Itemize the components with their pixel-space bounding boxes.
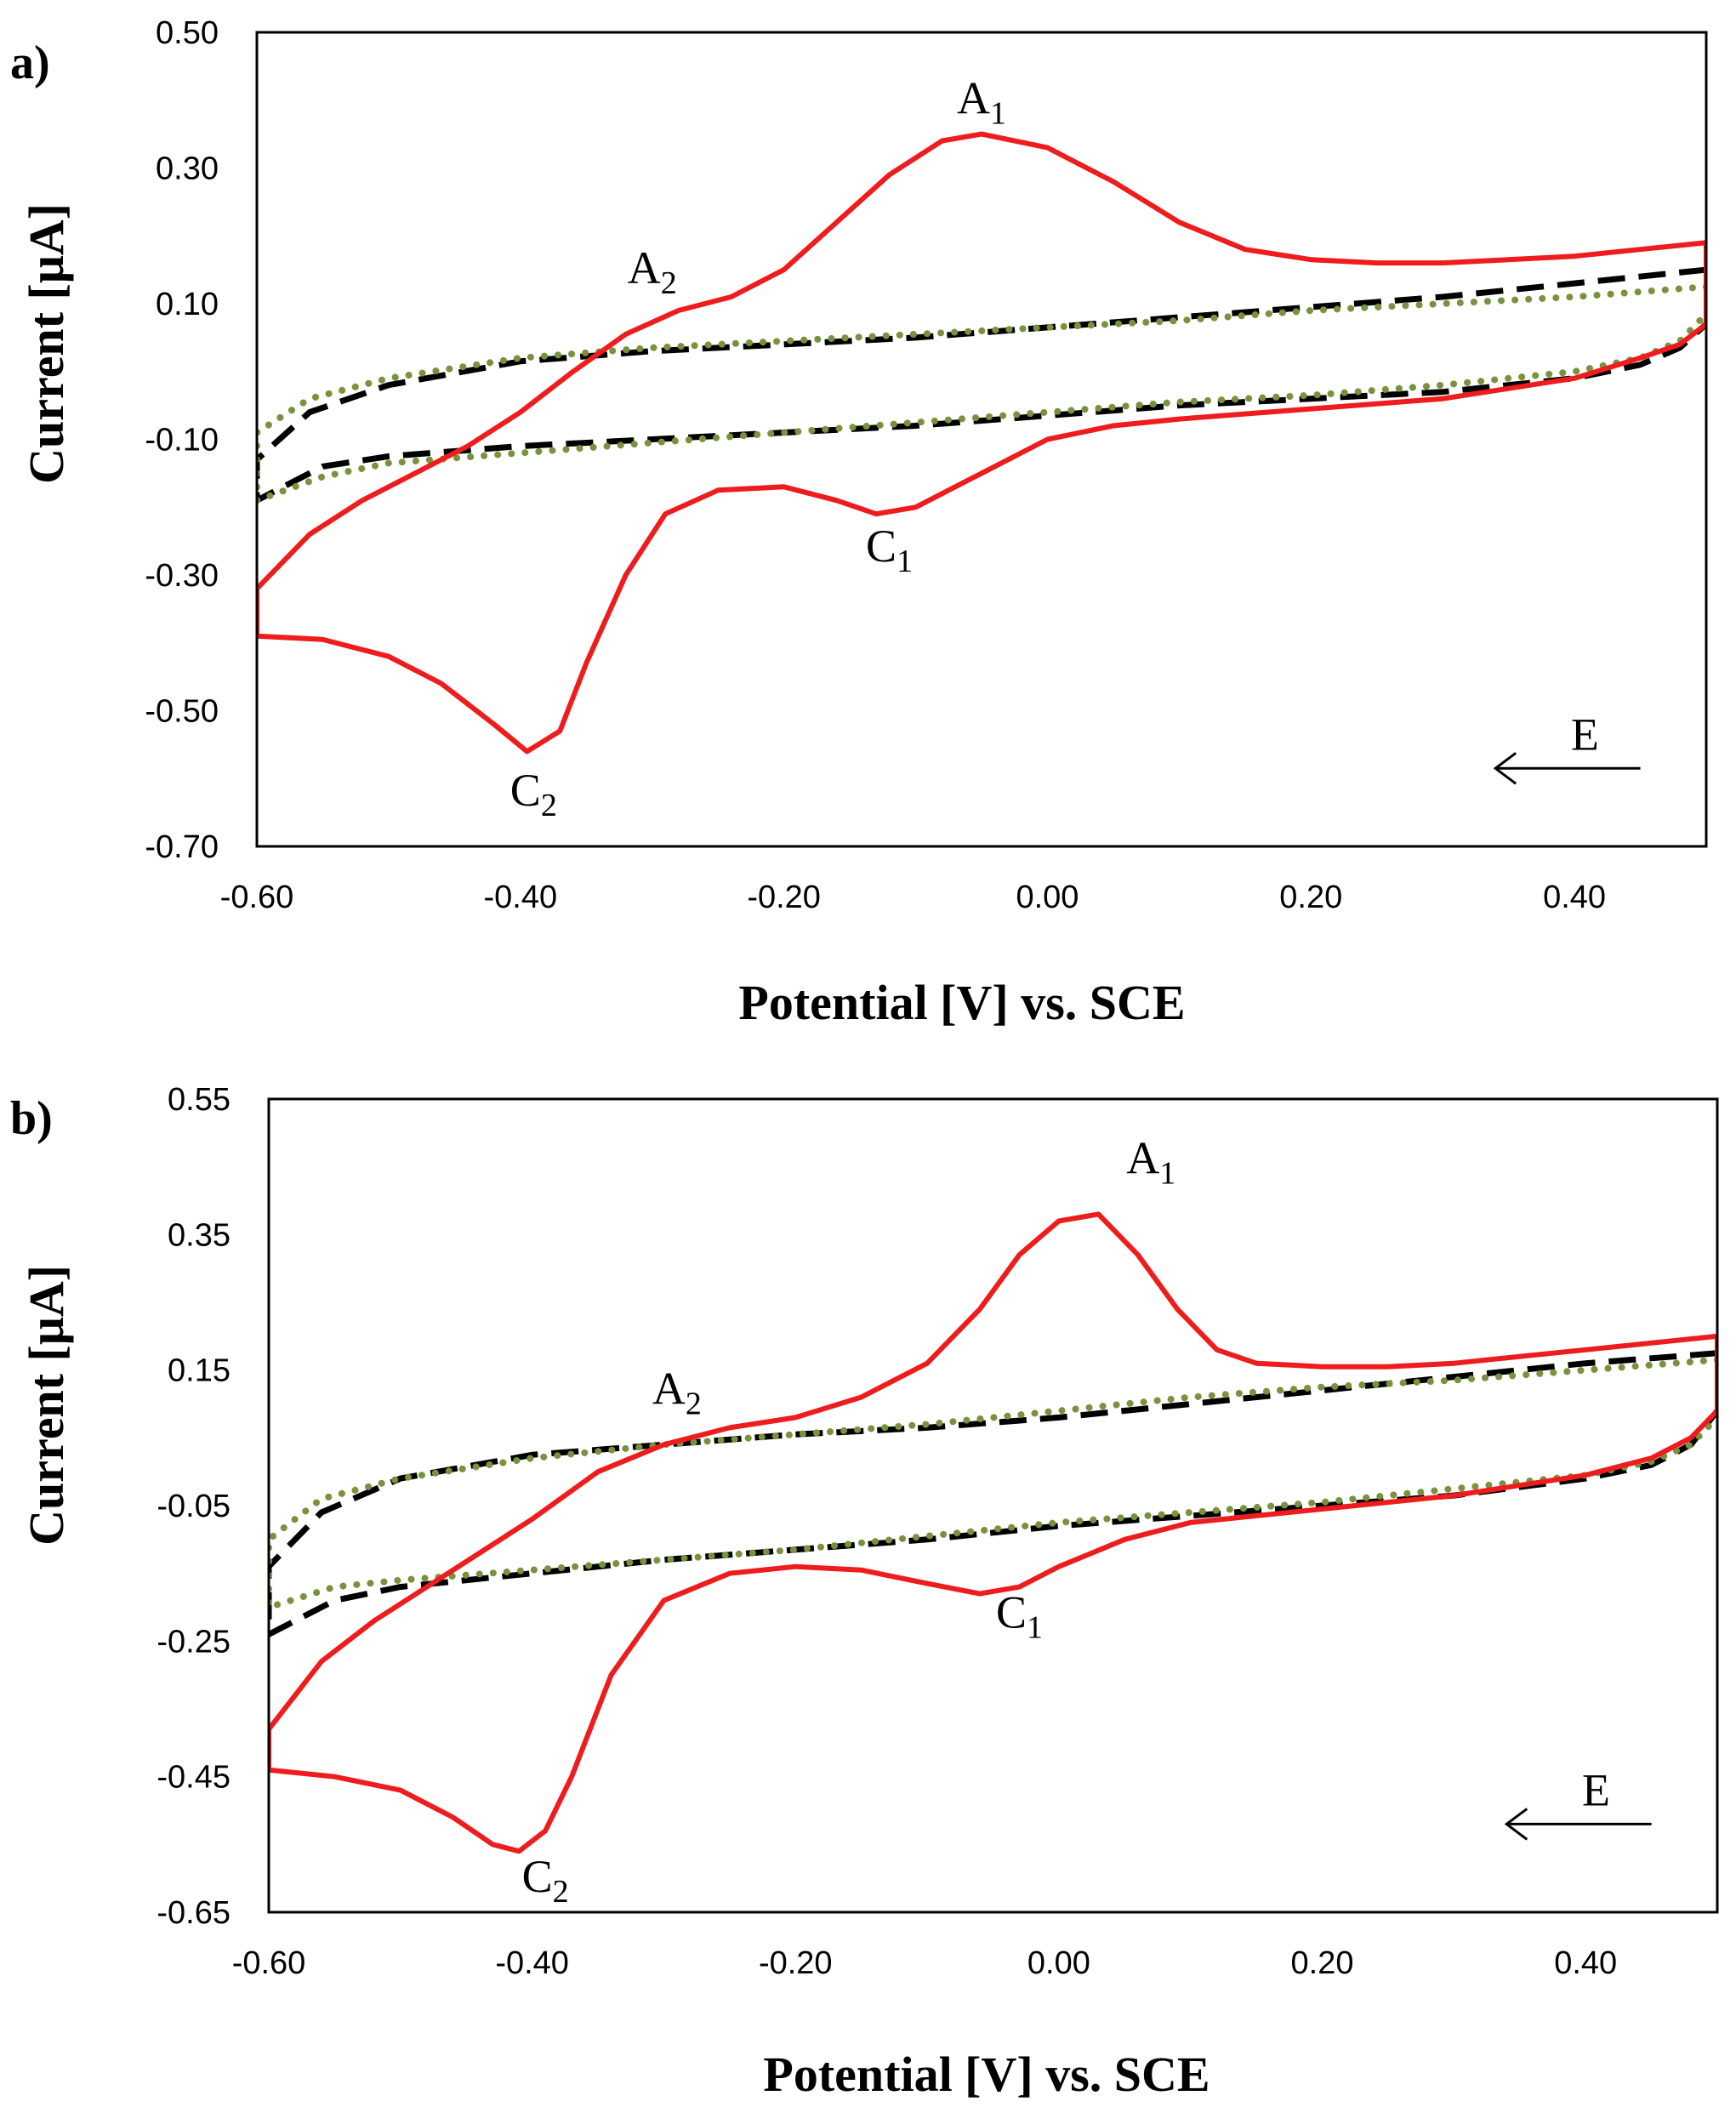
panel-b-plot-area (269, 1211, 1717, 1854)
panel-a-peak-label-a1: A1 (957, 73, 1006, 132)
panel-b-x-tick-label: 0.20 (1291, 1945, 1354, 1981)
panel-a-y-tick-label: -0.70 (145, 829, 219, 865)
panel-a-series-red-solid (257, 131, 1706, 755)
panel-a-x-tick-label: -0.60 (220, 880, 294, 915)
panel-a-plot-area (257, 131, 1706, 755)
panel-b-peak-label-c2: C2 (522, 1851, 569, 1910)
panel-b-x-tick-label: -0.40 (495, 1945, 569, 1981)
panel-b-x-tick-label: 0.00 (1027, 1945, 1090, 1981)
panel-b-peak-label-c1: C1 (996, 1586, 1043, 1645)
panel-a-peak-label-c2: C2 (510, 765, 557, 823)
panel-b-x-tick-label: 0.40 (1554, 1945, 1617, 1981)
panel-b-peak-label-a2: A2 (652, 1364, 702, 1422)
panel-b-scan-direction-label: E (1582, 1764, 1610, 1815)
panel-a-y-tick-label: -0.50 (145, 694, 219, 730)
panel-b-x-tick-label: -0.60 (232, 1945, 306, 1981)
panel-b-series-green-dotted (269, 1356, 1717, 1611)
panel-b-peak-label-a1: A1 (1126, 1133, 1175, 1192)
panel-b-series-red-solid (269, 1211, 1717, 1854)
panel-a-x-tick-label: 0.00 (1016, 880, 1079, 915)
panel-b-y-tick-label: -0.05 (157, 1489, 231, 1524)
panel-a-x-axis-title: Potential [V] vs. SCE (738, 975, 1185, 1030)
panel-a-y-tick-label: 0.30 (156, 151, 219, 187)
panel-a-chart: a) Potential [V] vs. SCE Current [μA] 0.… (10, 15, 1708, 1030)
panel-b-label: b) (10, 1092, 53, 1145)
panel-b-x-axis-title: Potential [V] vs. SCE (763, 2047, 1210, 2102)
panel-b-y-tick-label: 0.15 (168, 1353, 231, 1389)
panel-a-x-tick-label: 0.40 (1543, 880, 1606, 915)
panel-a-y-tick-label: 0.10 (156, 287, 219, 322)
panel-b-x-tick-label: -0.20 (759, 1945, 833, 1981)
panel-b-plot-frame (267, 1097, 1719, 1914)
panel-b-series-black-dashed (269, 1350, 1717, 1637)
panel-a-label: a) (10, 37, 50, 89)
panel-b-y-tick-label: -0.25 (157, 1624, 231, 1660)
panel-a-plot-frame (255, 31, 1708, 848)
panel-b-y-tick-label: -0.45 (157, 1760, 231, 1796)
panel-a-peak-label-c1: C1 (866, 521, 913, 579)
panel-b-y-tick-label: 0.55 (168, 1082, 231, 1118)
panel-a-series-black-dashed (257, 266, 1706, 504)
panel-a-y-tick-label: -0.30 (145, 558, 219, 594)
panel-a-scan-direction-label: E (1571, 709, 1599, 760)
panel-a-x-tick-label: -0.40 (484, 880, 558, 915)
panel-a-y-tick-label: -0.10 (145, 423, 219, 458)
panel-a-x-tick-label: 0.20 (1279, 880, 1342, 915)
panel-a-y-axis-title: Current [μA] (19, 203, 74, 484)
panel-a-x-tick-label: -0.20 (747, 880, 821, 915)
panel-b-y-axis-title: Current [μA] (19, 1265, 74, 1546)
panel-b-scan-direction-arrow-icon (1504, 1808, 1652, 1841)
panel-b-chart: b) Potential [V] vs. SCE Current [μA] 0.… (10, 1082, 1719, 2102)
panel-b-y-tick-label: -0.65 (157, 1895, 231, 1931)
panel-a-y-tick-label: 0.50 (156, 15, 219, 51)
panel-b-y-tick-label: 0.35 (168, 1217, 231, 1253)
panel-a-scan-direction-arrow-icon (1493, 752, 1641, 785)
panel-a-peak-label-a2: A2 (628, 242, 677, 301)
